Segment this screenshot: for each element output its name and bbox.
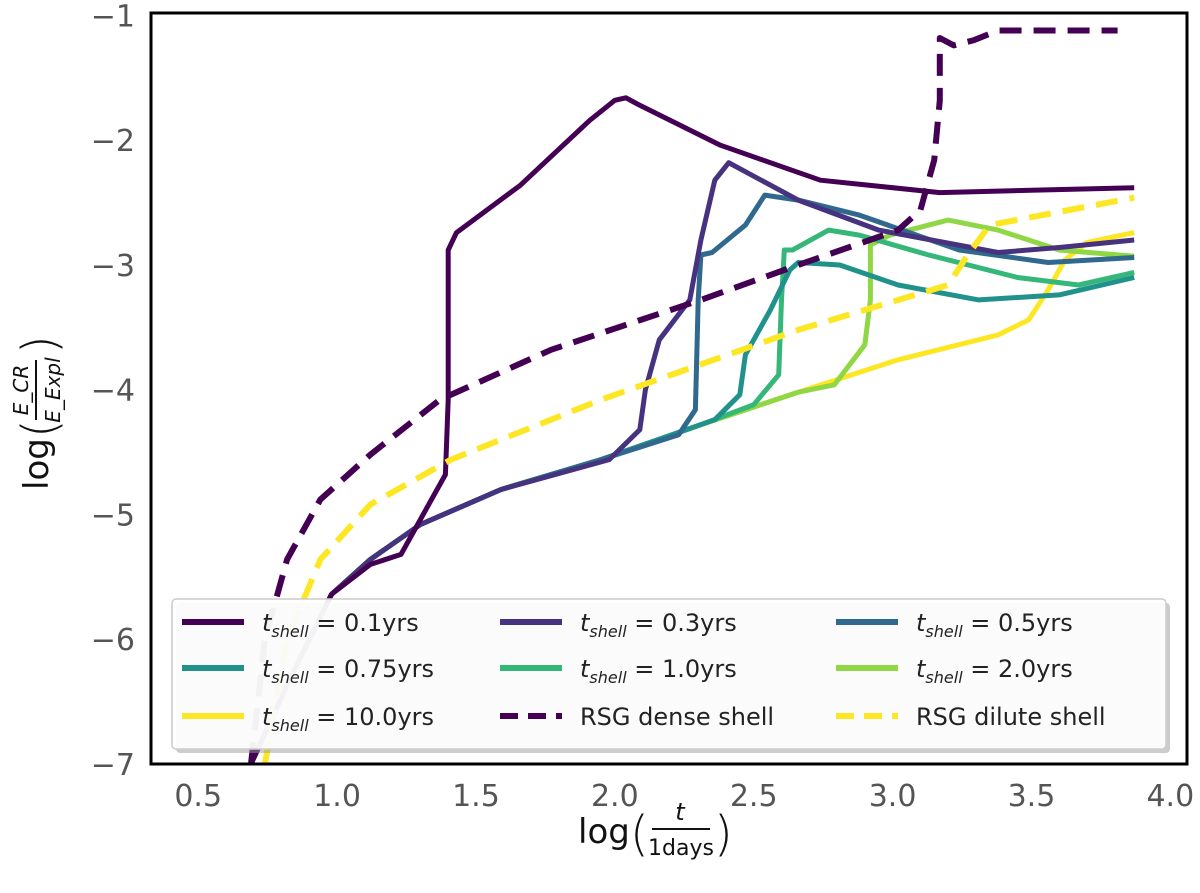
y-tick-label: −5: [91, 498, 135, 533]
y-tick-label: −2: [91, 124, 135, 159]
legend-label: tshell = 0.5yrs: [916, 609, 1073, 641]
x-label-log: log: [578, 812, 630, 852]
legend-item: tshell = 0.1yrs: [182, 609, 419, 641]
x-tick-label: 4.0: [1146, 779, 1194, 814]
series-line-8: [262, 194, 1135, 763]
x-tick-label: 1.5: [452, 779, 500, 814]
y-tick-label: −6: [91, 623, 135, 658]
x-axis-label: log ( t 1days ): [578, 798, 733, 862]
legend-item: tshell = 0.75yrs: [182, 655, 434, 687]
legend-item: tshell = 1.0yrs: [500, 655, 737, 687]
x-tick-label: 2.0: [591, 779, 639, 814]
x-tick-label: 1.0: [313, 779, 361, 814]
y-tick-label: −4: [91, 374, 135, 409]
legend-item: RSG dilute shell: [836, 703, 1106, 731]
plot-frame: [149, 11, 1189, 766]
legend-box: [171, 598, 1167, 750]
svg-text:(: (: [630, 806, 649, 862]
x-tick-label: 3.5: [1008, 779, 1056, 814]
y-axis-label: log ( E_CR E_Expl ): [9, 335, 68, 490]
svg-text:): ): [714, 806, 733, 862]
legend-label: tshell = 0.1yrs: [262, 609, 419, 641]
series-line-1: [248, 160, 1135, 763]
legend-label: tshell = 1.0yrs: [580, 655, 737, 687]
x-tick-label: 0.5: [174, 779, 222, 814]
y-tick-label: −3: [91, 249, 135, 284]
y-label-log: log: [17, 438, 57, 490]
svg-text:(: (: [12, 419, 68, 438]
x-tick-label: 3.0: [869, 779, 917, 814]
legend-label: tshell = 0.3yrs: [580, 609, 737, 641]
legend-item: tshell = 0.5yrs: [836, 609, 1073, 641]
y-tick-label: −1: [91, 0, 135, 34]
x-label-denominator: 1days: [648, 836, 714, 861]
legend-label: tshell = 2.0yrs: [916, 655, 1073, 687]
y-ticks: −7 −6 −5 −4 −3 −2 −1: [91, 0, 135, 783]
legend-item: tshell = 2.0yrs: [836, 655, 1073, 687]
series-line-0: [248, 95, 1135, 763]
series-line-7: [248, 27, 1118, 763]
legend-label: RSG dilute shell: [916, 703, 1106, 731]
series-lines: [248, 27, 1135, 763]
legend: tshell = 0.1yrs tshell = 0.75yrs tshell = …: [171, 598, 1170, 753]
svg-text:): ): [12, 335, 68, 354]
y-label-denominator: E_Expl: [41, 357, 65, 423]
y-label-numerator: E_CR: [9, 365, 33, 416]
legend-item: tshell = 10.0yrs: [182, 703, 434, 735]
y-tick-label: −7: [91, 748, 135, 783]
legend-label: tshell = 0.75yrs: [262, 655, 434, 687]
legend-label: RSG dense shell: [580, 703, 774, 731]
x-ticks: 0.5 1.0 1.5 2.0 2.5 3.0 3.5 4.0: [174, 779, 1194, 814]
legend-label: tshell = 10.0yrs: [262, 703, 434, 735]
legend-item: RSG dense shell: [500, 703, 774, 731]
legend-item: tshell = 0.3yrs: [500, 609, 737, 641]
x-label-numerator: t: [675, 798, 686, 826]
x-tick-label: 2.5: [730, 779, 778, 814]
